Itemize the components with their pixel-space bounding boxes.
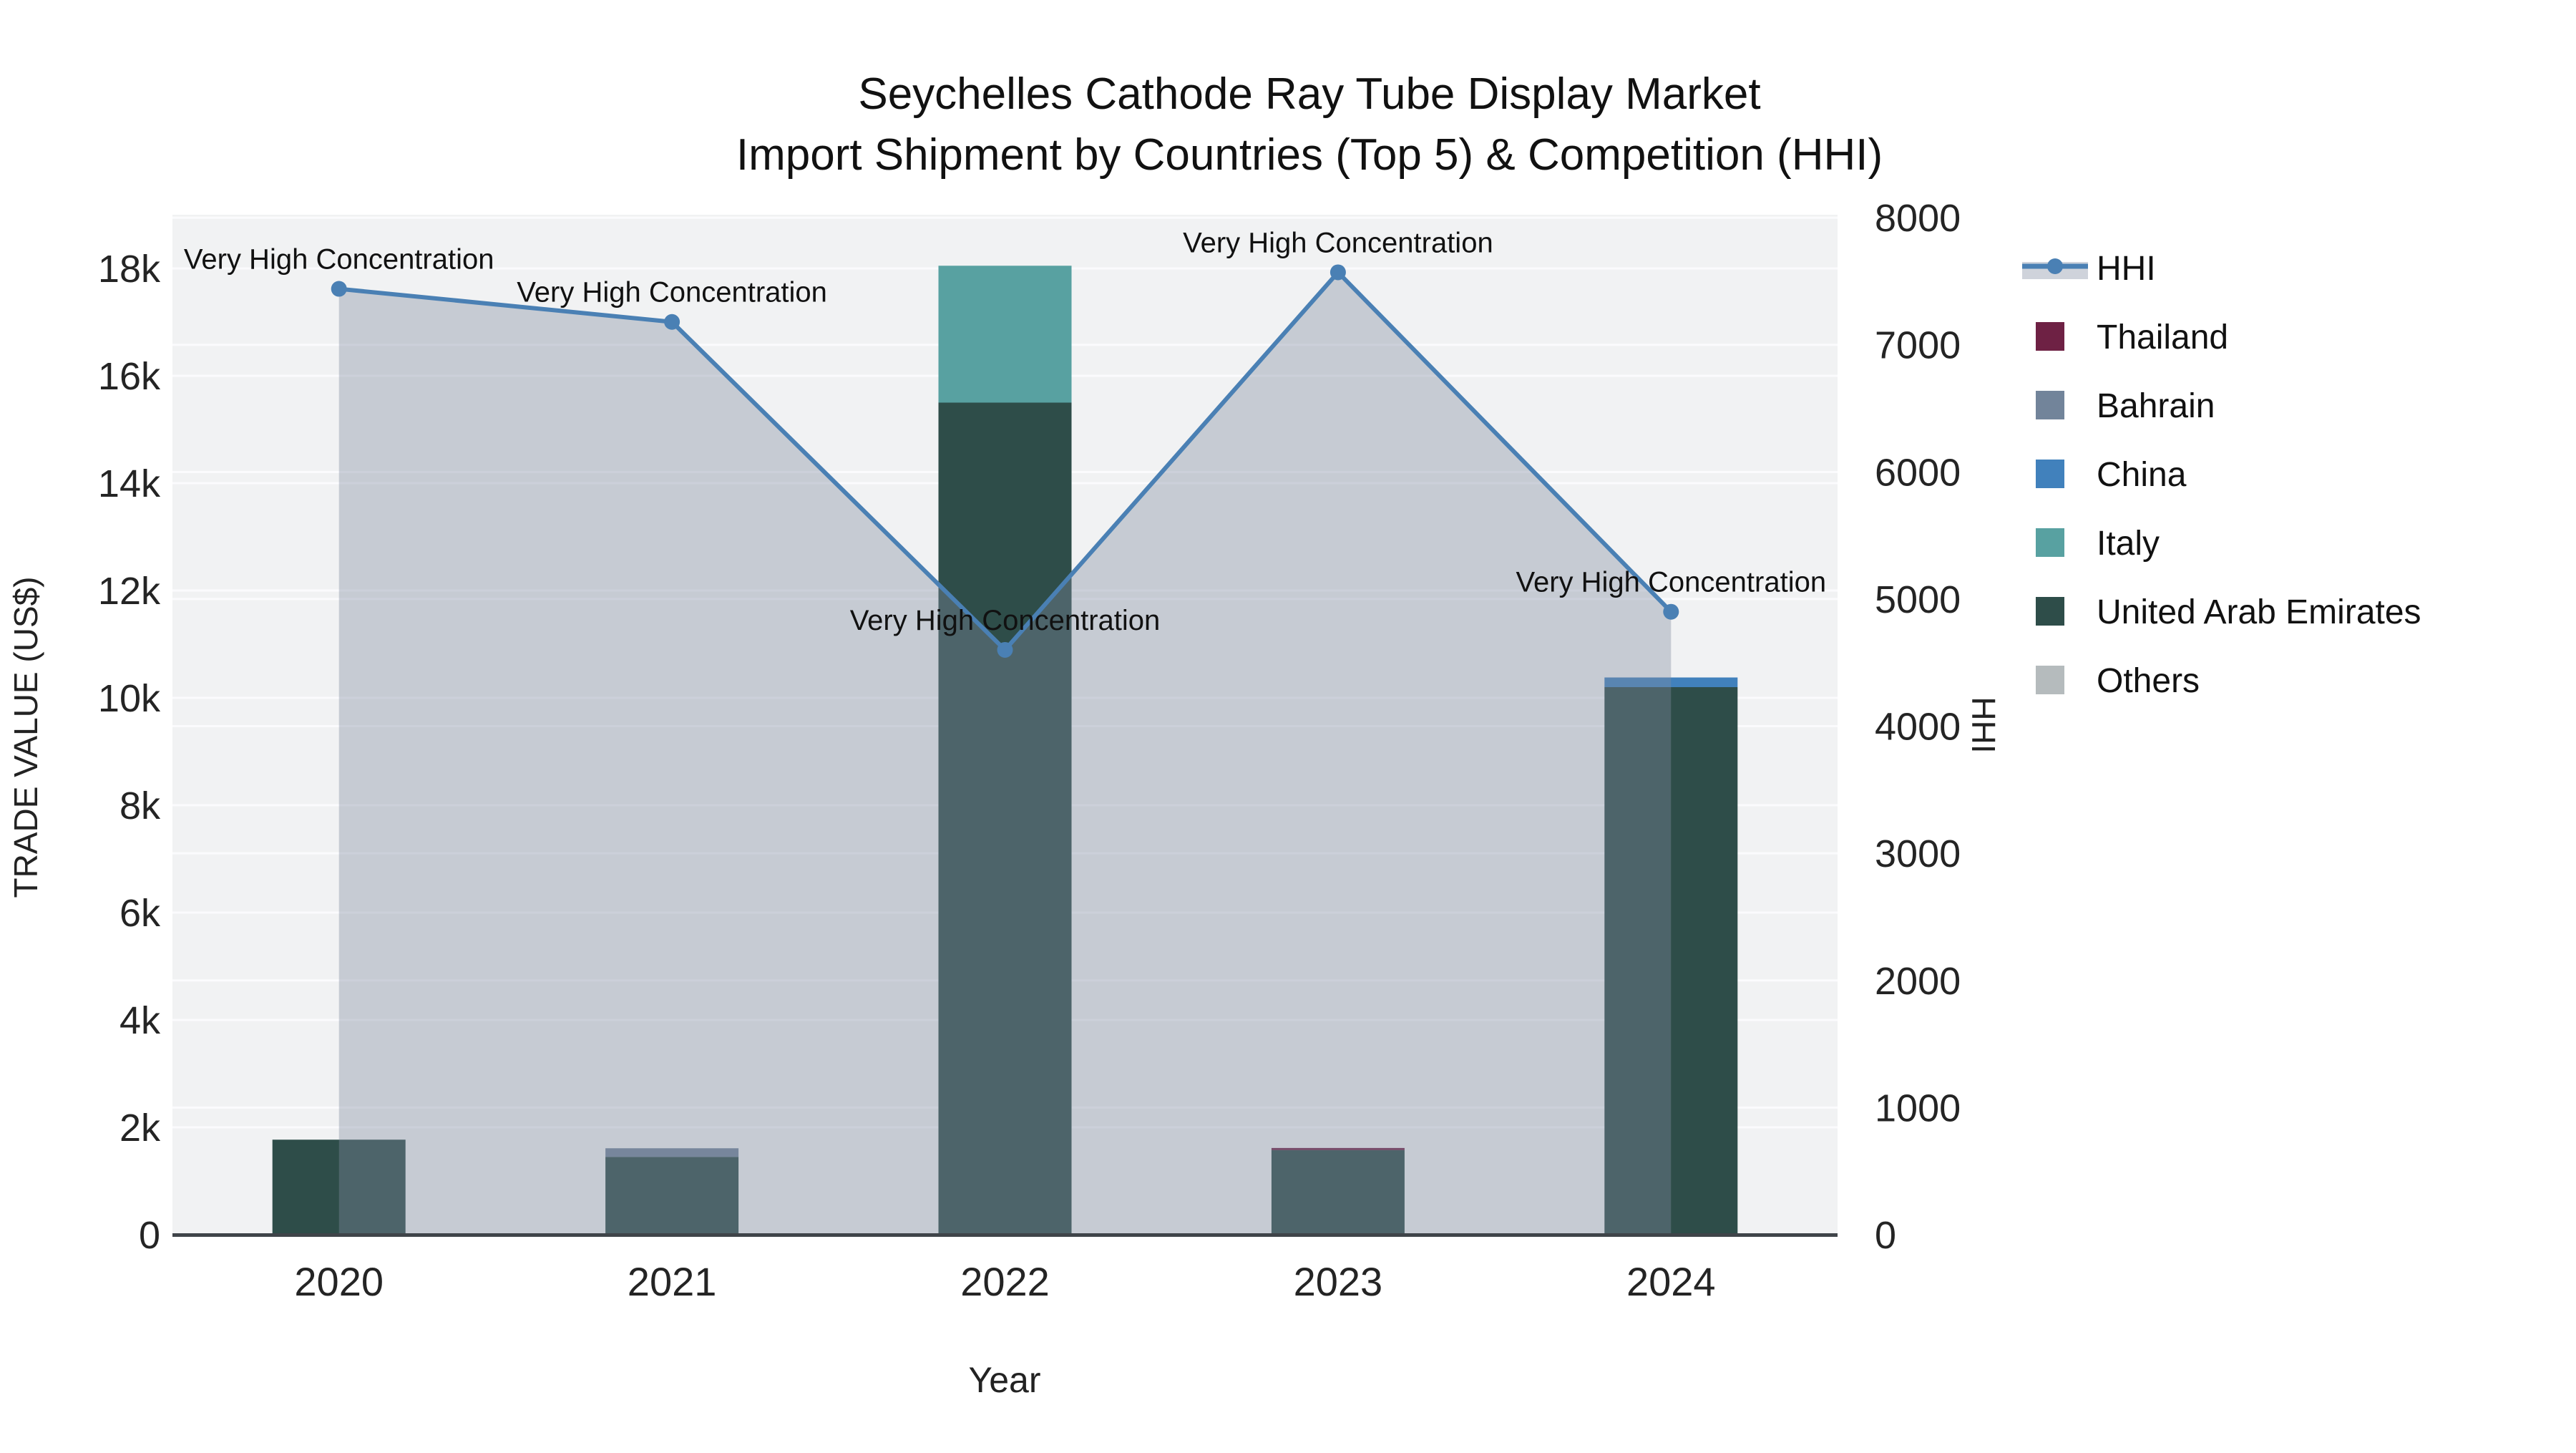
bar-segment-united-arab-emirates-2021 bbox=[605, 1157, 739, 1235]
bar-segment-united-arab-emirates-2023 bbox=[1271, 1150, 1405, 1235]
y-left-tick-label: 0 bbox=[139, 1214, 160, 1257]
y-right-tick-label: 5000 bbox=[1875, 578, 1961, 621]
x-axis-title: Year bbox=[968, 1360, 1040, 1400]
legend-item-hhi[interactable]: HHI bbox=[2022, 250, 2156, 288]
legend-hhi-marker-swatch bbox=[2047, 258, 2063, 274]
bar-segment-united-arab-emirates-2024 bbox=[1604, 687, 1738, 1235]
y-left-tick-label: 10k bbox=[98, 677, 161, 720]
x-axis-line bbox=[172, 1233, 1838, 1237]
chart-title-line2: Import Shipment by Countries (Top 5) & C… bbox=[736, 130, 1883, 180]
bar-segment-china-2024 bbox=[1604, 677, 1738, 687]
annotation-2024: Very High Concentration bbox=[1516, 567, 1827, 598]
hhi-marker-2023 bbox=[1330, 264, 1346, 281]
y-right-tick-label: 4000 bbox=[1875, 706, 1961, 749]
bar-segment-bahrain-2021 bbox=[605, 1148, 739, 1157]
bar-segment-united-arab-emirates-2020 bbox=[272, 1139, 406, 1235]
y-left-tick-label: 12k bbox=[98, 570, 161, 613]
legend-color-swatch bbox=[2036, 460, 2064, 488]
legend-color-swatch bbox=[2036, 528, 2064, 557]
y-left-tick-label: 6k bbox=[119, 892, 161, 935]
annotation-2022: Very High Concentration bbox=[850, 605, 1161, 636]
legend-item-china[interactable]: China bbox=[2036, 456, 2187, 494]
legend-item-italy[interactable]: Italy bbox=[2036, 525, 2160, 563]
y-right-axis-title: HHI bbox=[1965, 696, 2002, 753]
legend: HHI Thailand Bahrain China Italy United Arab … bbox=[2022, 250, 2421, 700]
legend-label: HHI bbox=[2097, 250, 2156, 288]
legend-label: China bbox=[2097, 456, 2187, 494]
y-left-tick-label: 18k bbox=[98, 248, 161, 291]
y-left-tick-label: 4k bbox=[119, 999, 161, 1042]
y-right-tick-label: 2000 bbox=[1875, 960, 1961, 1003]
hhi-area bbox=[338, 272, 1672, 1235]
legend-label: Thailand bbox=[2097, 319, 2228, 356]
legend-label: Italy bbox=[2097, 525, 2160, 563]
legend-color-swatch bbox=[2036, 597, 2064, 626]
x-tick-label-2023: 2023 bbox=[1294, 1259, 1383, 1304]
y-left-tick-label: 8k bbox=[119, 784, 161, 827]
bar-segment-united-arab-emirates-2022 bbox=[938, 402, 1072, 1235]
hhi-marker-2021 bbox=[664, 314, 680, 330]
x-tick-label-2021: 2021 bbox=[628, 1259, 717, 1304]
bar-segment-thailand-2023 bbox=[1271, 1147, 1405, 1150]
y-right-tick-label: 7000 bbox=[1875, 324, 1961, 367]
annotation-2020: Very High Concentration bbox=[184, 244, 494, 276]
y-right-tick-label: 6000 bbox=[1875, 451, 1961, 494]
x-tick-label-2020: 2020 bbox=[294, 1259, 384, 1304]
legend-color-swatch bbox=[2036, 666, 2064, 694]
y-right-tick-label: 0 bbox=[1875, 1214, 1896, 1257]
x-tick-label-2022: 2022 bbox=[960, 1259, 1050, 1304]
legend-label: United Arab Emirates bbox=[2097, 593, 2421, 631]
y-right-tick-label: 3000 bbox=[1875, 832, 1961, 875]
y-left-axis-title: TRADE VALUE (US$) bbox=[7, 576, 44, 898]
legend-label: Others bbox=[2097, 662, 2200, 700]
legend-item-united-arab-emirates[interactable]: United Arab Emirates bbox=[2036, 593, 2421, 631]
hhi-marker-2024 bbox=[1663, 603, 1679, 620]
y-left-tick-label: 14k bbox=[98, 462, 161, 505]
plot-area: Very High Concentration Very High Concent… bbox=[172, 215, 1838, 1237]
legend-label: Bahrain bbox=[2097, 387, 2215, 425]
legend-color-swatch bbox=[2036, 322, 2064, 351]
axis-ticks: 0 2k 4k 6k 8k 10k 12k 14k 16k 18k 0 1000 2000 3000 400… bbox=[98, 197, 1961, 1304]
legend-item-bahrain[interactable]: Bahrain bbox=[2036, 387, 2215, 425]
y-left-tick-label: 2k bbox=[119, 1107, 161, 1150]
annotation-2021: Very High Concentration bbox=[517, 277, 827, 308]
y-right-tick-label: 1000 bbox=[1875, 1087, 1961, 1129]
annotation-2023: Very High Concentration bbox=[1183, 227, 1493, 258]
bar-segment-italy-2022 bbox=[938, 266, 1072, 403]
legend-item-others[interactable]: Others bbox=[2036, 662, 2200, 700]
y-left-tick-label: 16k bbox=[98, 355, 161, 398]
chart-title-line1: Seychelles Cathode Ray Tube Display Mark… bbox=[858, 69, 1760, 119]
legend-item-thailand[interactable]: Thailand bbox=[2036, 319, 2228, 356]
hhi-marker-2020 bbox=[331, 281, 347, 297]
x-tick-label-2024: 2024 bbox=[1626, 1259, 1716, 1304]
y-right-tick-label: 8000 bbox=[1875, 197, 1961, 240]
legend-color-swatch bbox=[2036, 391, 2064, 419]
hhi-marker-2022 bbox=[997, 641, 1013, 658]
